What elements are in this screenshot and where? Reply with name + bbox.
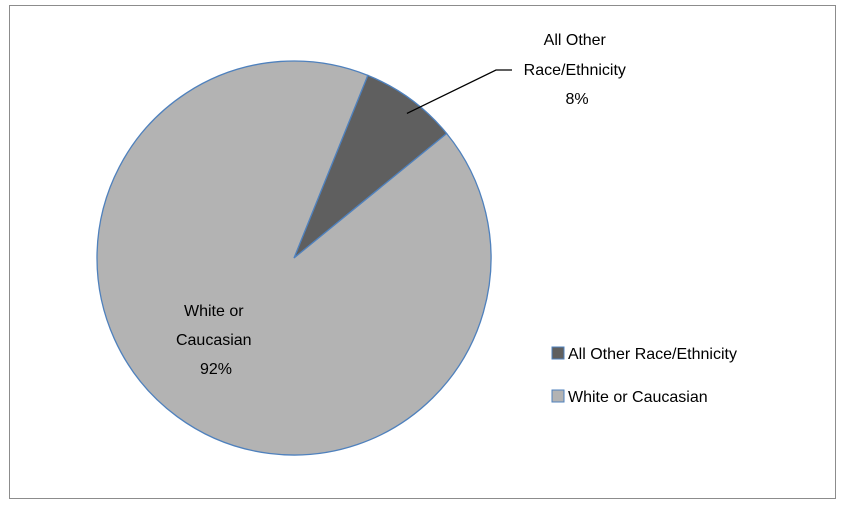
pie-slice-all-other-race-ethnicity [293, 74, 448, 259]
legend-label-all-other: All Other Race/Ethnicity [568, 346, 737, 363]
slice-label-all-other: All Other Race/Ethnicity 8% [524, 32, 631, 108]
legend-label-white: White or Caucasian [568, 389, 708, 406]
slice-label-white-line-1: White or [184, 303, 244, 320]
slice-label-all-other-line-2: Race/Ethnicity [524, 62, 626, 79]
slice-label-white: White or Caucasian 92% [176, 303, 256, 378]
leader-line [406, 69, 512, 115]
legend-swatch-all-other [551, 346, 565, 360]
legend: All Other Race/Ethnicity White or Caucas… [551, 346, 737, 406]
slice-label-all-other-line-1: All Other [544, 32, 607, 49]
pie-slice-white-or-caucasian [96, 60, 492, 456]
pie-slices [96, 60, 492, 456]
slice-label-white-line-2: Caucasian [176, 332, 252, 349]
legend-swatch-white [551, 389, 565, 403]
slice-label-all-other-line-3: 8% [565, 91, 588, 108]
slice-label-white-line-3: 92% [200, 361, 232, 378]
